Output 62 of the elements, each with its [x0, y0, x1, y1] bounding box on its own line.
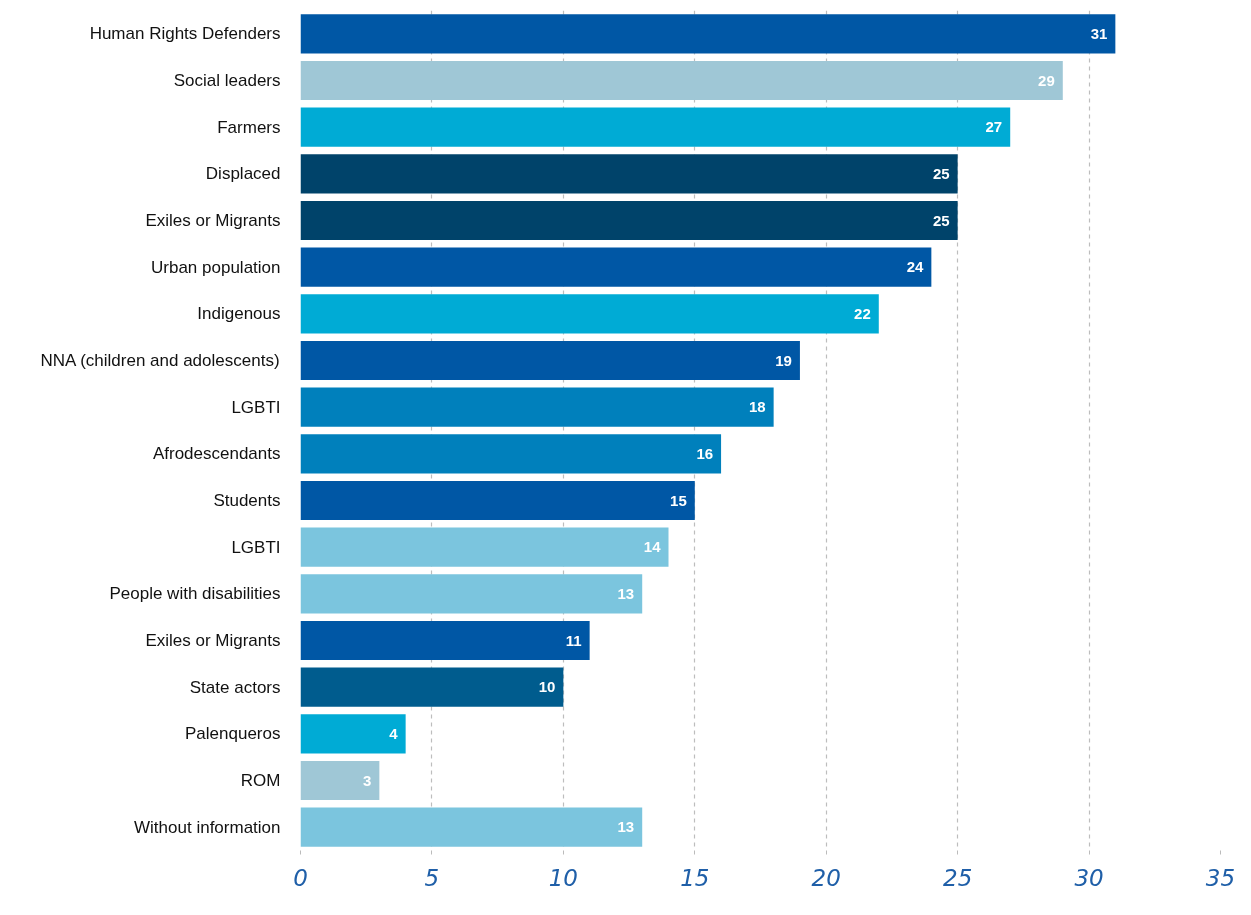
x-tick-label: 0 [293, 864, 308, 891]
y-tick-label: Human Rights Defenders [89, 24, 281, 44]
y-tick-label: State actors [189, 677, 281, 697]
bar [300, 527, 669, 567]
x-tick-label: 35 [1205, 864, 1236, 891]
data-label: 11 [565, 631, 582, 649]
data-label: 29 [1038, 71, 1055, 89]
y-tick-label: LGBTI [231, 537, 281, 557]
bar [300, 574, 643, 614]
bar [300, 107, 1011, 147]
bar [300, 154, 958, 194]
bar [300, 620, 590, 661]
x-tick-label: 20 [811, 864, 841, 891]
x-tick-label: 15 [680, 864, 710, 891]
data-label: 3 [363, 771, 372, 789]
y-tick-label: Exiles or Migrants [145, 631, 281, 650]
y-tick-label: ROM [240, 771, 281, 790]
bar [300, 60, 1063, 101]
x-tick-label: 5 [424, 864, 440, 891]
bar [300, 200, 958, 241]
bar [300, 387, 774, 427]
data-label: 4 [389, 724, 399, 742]
bar [300, 340, 800, 381]
bar [300, 434, 722, 474]
bar [300, 807, 643, 847]
data-label: 22 [854, 304, 871, 322]
y-tick-label: Students [213, 491, 281, 510]
y-tick-label: Urban population [151, 257, 281, 277]
y-tick-label: Displaced [205, 164, 281, 184]
x-tick-label: 10 [548, 864, 579, 891]
data-label: 25 [932, 164, 950, 182]
y-tick-label: Palenqueros [185, 724, 281, 744]
data-label: 25 [932, 211, 950, 229]
data-label: 16 [696, 444, 714, 462]
data-label: 13 [617, 584, 635, 602]
y-tick-label: Social leaders [173, 71, 281, 90]
x-tick-label: 30 [1074, 864, 1104, 891]
y-tick-label: People with disabilities [109, 584, 281, 604]
y-tick-label: NNA (children and adolescents) [40, 351, 280, 370]
data-label: 27 [985, 118, 1003, 136]
bar [300, 480, 695, 521]
data-label: 15 [670, 491, 687, 509]
data-label: 31 [1090, 24, 1108, 42]
bar [300, 294, 879, 334]
bar [300, 667, 564, 707]
y-tick-label: Exiles or Migrants [145, 211, 281, 230]
bar [300, 760, 380, 801]
y-tick-label: Farmers [217, 117, 281, 137]
y-tick-label: Without information [134, 817, 281, 837]
bar [300, 247, 932, 287]
data-label: 24 [906, 258, 925, 276]
data-label: 14 [643, 538, 662, 556]
data-label: 19 [775, 351, 792, 369]
data-label: 18 [748, 398, 766, 416]
y-tick-label: LGBTI [231, 397, 281, 417]
bar [300, 714, 406, 754]
data-label: 10 [538, 678, 556, 696]
data-label: 13 [617, 818, 635, 836]
y-tick-label: Afrodescendants [152, 444, 281, 464]
x-tick-label: 25 [943, 864, 973, 891]
y-tick-label: Indigenous [197, 304, 281, 324]
bar [300, 14, 1116, 54]
